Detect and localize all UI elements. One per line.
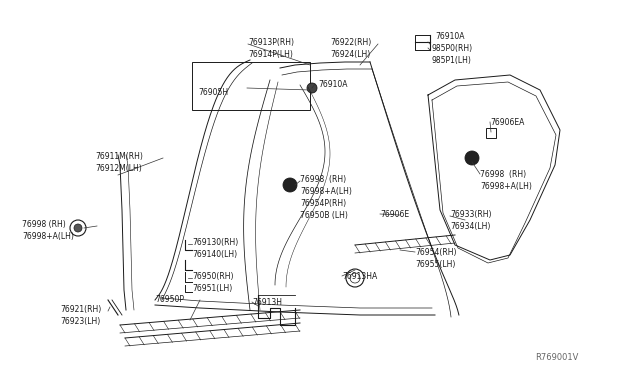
Text: 76924(LH): 76924(LH) [330, 50, 371, 59]
Text: 76998+A(LH): 76998+A(LH) [480, 182, 532, 191]
Text: 76913HA: 76913HA [342, 272, 377, 281]
Text: 76912M(LH): 76912M(LH) [95, 164, 141, 173]
Circle shape [307, 83, 317, 93]
Text: 76913P(RH): 76913P(RH) [248, 38, 294, 47]
Text: 76906EA: 76906EA [490, 118, 524, 127]
Text: 76934(LH): 76934(LH) [450, 222, 490, 231]
Text: 76910A: 76910A [318, 80, 348, 89]
Bar [486, 128, 496, 138]
Text: 985P0(RH): 985P0(RH) [432, 44, 473, 53]
Text: 985P1(LH): 985P1(LH) [432, 56, 472, 65]
Text: 769140(LH): 769140(LH) [192, 250, 237, 259]
Circle shape [465, 151, 479, 165]
Text: 76954(RH): 76954(RH) [415, 248, 456, 257]
Text: 76933(RH): 76933(RH) [450, 210, 492, 219]
Text: 76998  (RH): 76998 (RH) [300, 175, 346, 184]
Text: 76913H: 76913H [252, 298, 282, 307]
Text: 76998  (RH): 76998 (RH) [480, 170, 526, 179]
Text: 76955(LH): 76955(LH) [415, 260, 456, 269]
Text: 76910A: 76910A [435, 32, 465, 41]
Text: 76951(LH): 76951(LH) [192, 284, 232, 293]
Text: 76950B (LH): 76950B (LH) [300, 211, 348, 220]
Text: 76922(RH): 76922(RH) [330, 38, 371, 47]
Circle shape [283, 178, 297, 192]
Text: R769001V: R769001V [535, 353, 579, 362]
Text: 76950(RH): 76950(RH) [192, 272, 234, 281]
Text: 76998 (RH): 76998 (RH) [22, 220, 66, 229]
Text: 76911M(RH): 76911M(RH) [95, 152, 143, 161]
Text: 76906E: 76906E [380, 210, 409, 219]
Text: 76923(LH): 76923(LH) [60, 317, 100, 326]
Text: 76950P: 76950P [155, 295, 184, 304]
Text: 76921(RH): 76921(RH) [60, 305, 101, 314]
Text: 76954P(RH): 76954P(RH) [300, 199, 346, 208]
Text: 76998+A(LH): 76998+A(LH) [22, 232, 74, 241]
Bar [192, 62, 310, 110]
Bar [415, 35, 430, 50]
Circle shape [74, 224, 82, 232]
Text: 76905H: 76905H [198, 88, 228, 97]
Text: 76914P(LH): 76914P(LH) [248, 50, 293, 59]
Text: 76998+A(LH): 76998+A(LH) [300, 187, 352, 196]
Text: 769130(RH): 769130(RH) [192, 238, 238, 247]
